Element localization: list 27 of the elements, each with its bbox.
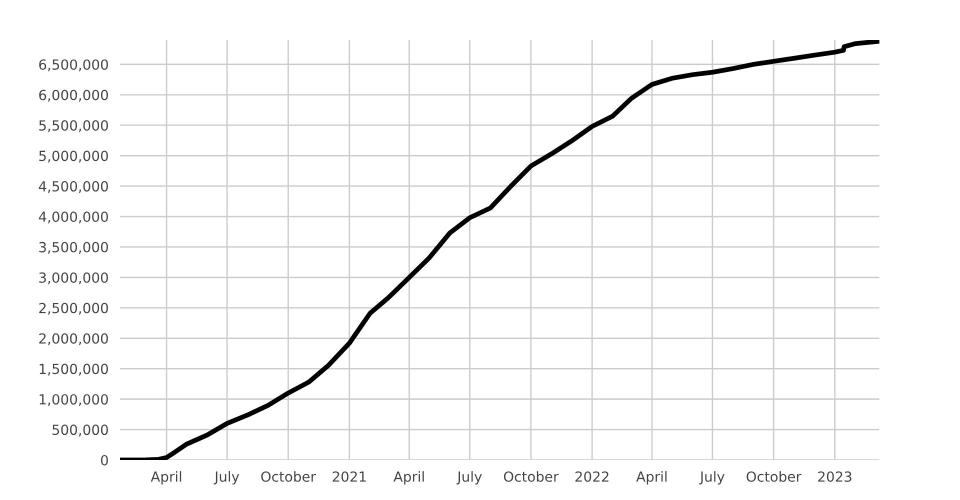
x-tick-label: April [150, 471, 182, 485]
x-tick-label: 2023 [818, 471, 852, 482]
y-tick-label: 2,000,000 [39, 333, 108, 346]
y-tick-label: 0 [100, 454, 108, 466]
x-tick-label: October [746, 471, 802, 482]
x-tick-label: July [214, 471, 240, 485]
y-tick-label: 3,500,000 [39, 242, 108, 254]
x-tick-label: April [636, 471, 667, 485]
x-tick-label: October [504, 471, 559, 482]
y-tick-label: 5,000,000 [39, 150, 108, 163]
y-tick-label: 500,000 [52, 424, 108, 436]
y-tick-label: 2,500,000 [39, 302, 108, 315]
y-tick-label: 1,500,000 [40, 364, 108, 376]
y-tick-label: 4,000,000 [38, 211, 108, 224]
y-tick-label: 6,000,000 [39, 90, 108, 102]
y-tick-label: 3,000,000 [39, 272, 108, 284]
x-tick-label: April [393, 471, 424, 485]
y-tick-label: 5,500,000 [39, 120, 108, 132]
x-tick-label: 2021 [332, 471, 366, 482]
x-tick-label: July [699, 471, 725, 485]
x-tick-label: 2022 [575, 471, 608, 482]
line-series [120, 40, 880, 460]
y-tick-label: 4,500,000 [38, 181, 108, 193]
y-tick-label: 1,000,000 [40, 394, 108, 406]
x-tick-label: October [261, 471, 316, 482]
y-tick-label: 6,500,000 [39, 59, 108, 72]
x-tick-label: July [456, 471, 482, 485]
